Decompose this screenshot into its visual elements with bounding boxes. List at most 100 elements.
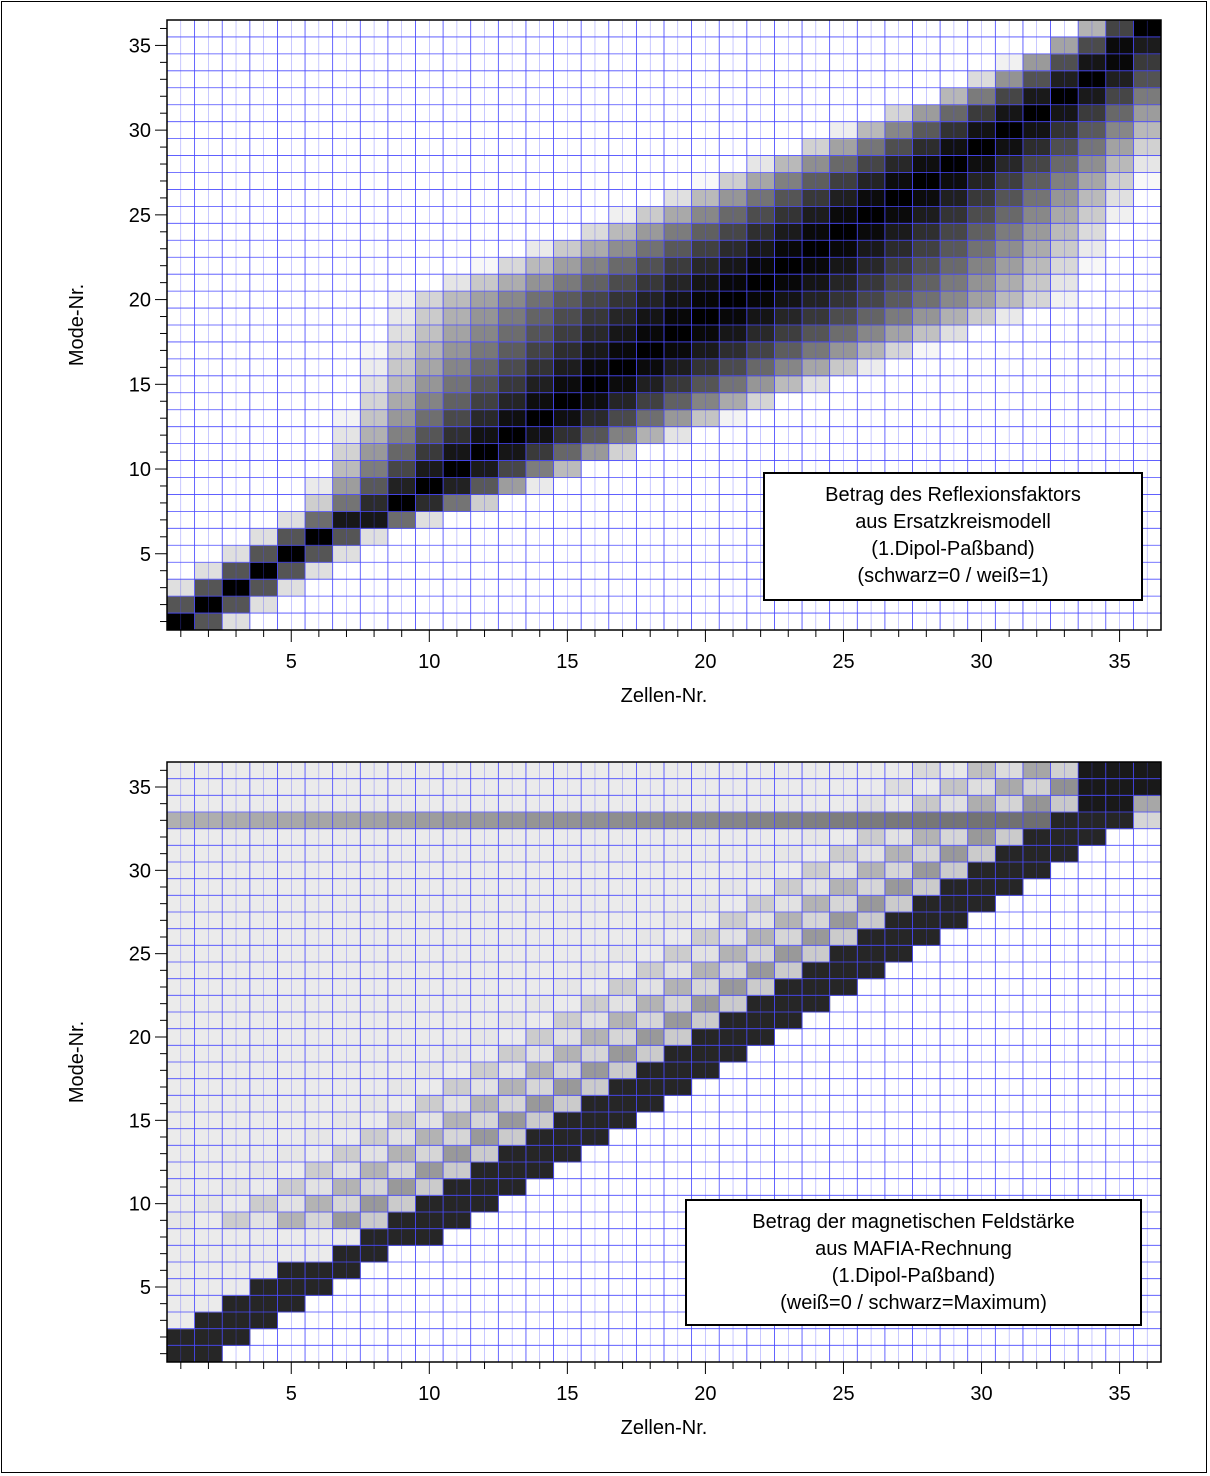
heatmap-cell [222, 1012, 251, 1030]
heatmap-cell [443, 460, 472, 478]
heatmap-panel-magnetic-field: 5 10 15 20 25 30 35 5 10 15 20 25 30 35 Zellen-Nr. Mode… [66, 761, 1162, 1439]
heatmap-cell [222, 1112, 251, 1130]
heatmap-cell [443, 1045, 472, 1063]
heatmap-cell [443, 443, 472, 462]
heatmap-cell [443, 291, 472, 309]
heatmap-cell [443, 845, 472, 863]
heatmap-cell [222, 1312, 251, 1330]
y-axis-label: Mode-Nr. [66, 284, 88, 366]
y-tick-label: 20 [129, 1027, 151, 1049]
heatmap-cell [222, 1162, 251, 1180]
x-tick-label: 5 [286, 651, 297, 673]
y-tick-label: 25 [129, 205, 151, 227]
heatmap-cell [443, 426, 472, 445]
heatmap-cell [222, 1278, 251, 1296]
heatmap-cell [222, 962, 251, 980]
heatmap-cell [222, 1062, 251, 1080]
heatmap-cell [222, 1178, 251, 1196]
heatmap-cell [222, 812, 251, 830]
heatmap-cell [222, 1028, 251, 1046]
heatmap-cell [222, 613, 251, 631]
heatmap-cell [222, 912, 251, 930]
x-tick-label: 10 [418, 651, 440, 673]
heatmap-cell [222, 762, 251, 780]
y-tick-label: 5 [140, 1277, 151, 1299]
y-tick-label: 20 [129, 290, 151, 312]
plot-frame [166, 19, 1162, 631]
heatmap-cell [443, 995, 472, 1013]
y-tick-label: 15 [129, 374, 151, 396]
axis-ticks [155, 27, 1148, 642]
y-axis-label: Mode-Nr. [66, 1021, 88, 1103]
heatmap-cell [443, 945, 472, 963]
heatmap-cell [443, 1095, 472, 1113]
annotation-line: (1.Dipol-Paßband) [832, 1265, 995, 1287]
heatmap-cell [443, 928, 472, 946]
y-tick-label: 10 [129, 1194, 151, 1216]
heatmap-cell [443, 1145, 472, 1163]
heatmap-cell [443, 878, 472, 896]
heatmap-cell [443, 375, 472, 394]
x-tick-label: 30 [970, 1383, 992, 1405]
heatmap-cell [222, 579, 251, 597]
x-tick-label: 35 [1108, 1383, 1130, 1405]
plot-frame [166, 761, 1162, 1363]
x-tick-label: 25 [832, 1383, 854, 1405]
annotation-box [685, 1199, 1142, 1326]
heatmap-cell [443, 1112, 472, 1130]
heatmap-cell [443, 494, 472, 512]
annotation-line: aus Ersatzkreismodell [855, 511, 1051, 533]
heatmap-cell [443, 409, 472, 428]
heatmap-cell [443, 862, 472, 880]
heatmap-cell [222, 928, 251, 946]
heatmap-cell [443, 1128, 472, 1146]
heatmap-cell [222, 1328, 251, 1346]
heatmap-cell [222, 1078, 251, 1096]
heatmap-cell [222, 945, 251, 963]
heatmap-cell [443, 962, 472, 980]
heatmap-cell [222, 778, 251, 796]
heatmap-cell [222, 895, 251, 913]
axis-ticks [155, 769, 1148, 1374]
heatmap-cell [443, 762, 472, 780]
heatmap-cell [222, 562, 251, 580]
y-tick-label: 25 [129, 944, 151, 966]
heatmap-cell [443, 778, 472, 796]
heatmap-cell [443, 1178, 472, 1196]
heatmap-cell [443, 341, 472, 360]
heatmap-cell [443, 895, 472, 913]
heatmap-cell [222, 878, 251, 896]
heatmap-cell [222, 1128, 251, 1146]
heatmap-cell [222, 1095, 251, 1113]
heatmap-cell [222, 1295, 251, 1313]
heatmap-cell [443, 812, 472, 830]
x-axis-label: Zellen-Nr. [621, 1417, 708, 1439]
heatmap-panel-reflection: 5 10 15 20 25 30 35 5 10 15 20 25 30 35 Zellen-Nr. Mode… [66, 19, 1162, 707]
y-tick-label: 15 [129, 1110, 151, 1132]
y-tick-label: 35 [129, 35, 151, 57]
y-tick-label: 30 [129, 860, 151, 882]
annotation-line: aus MAFIA-Rechnung [815, 1238, 1012, 1260]
x-tick-label: 25 [832, 651, 854, 673]
heatmap-cell [443, 274, 472, 292]
heatmap-cell [222, 596, 251, 614]
heatmap-cell [443, 912, 472, 930]
x-tick-label: 10 [418, 1383, 440, 1405]
heatmap-cell [222, 1228, 251, 1246]
heatmap-cell [443, 477, 472, 495]
heatmap-cell [222, 828, 251, 846]
grid-lines [166, 761, 1162, 1363]
heatmap-cell [222, 1262, 251, 1280]
heatmap-cell [222, 545, 251, 563]
annotation-line: Betrag der magnetischen Feldstärke [752, 1211, 1074, 1233]
heatmap-cell [222, 995, 251, 1013]
x-tick-label: 15 [556, 651, 578, 673]
x-tick-label: 35 [1108, 651, 1130, 673]
heatmap-cell [443, 1012, 472, 1030]
x-tick-label: 30 [970, 651, 992, 673]
y-tick-label: 35 [129, 777, 151, 799]
heatmap-cell [222, 1195, 251, 1213]
annotation-line: Betrag des Reflexionsfaktors [825, 484, 1081, 506]
